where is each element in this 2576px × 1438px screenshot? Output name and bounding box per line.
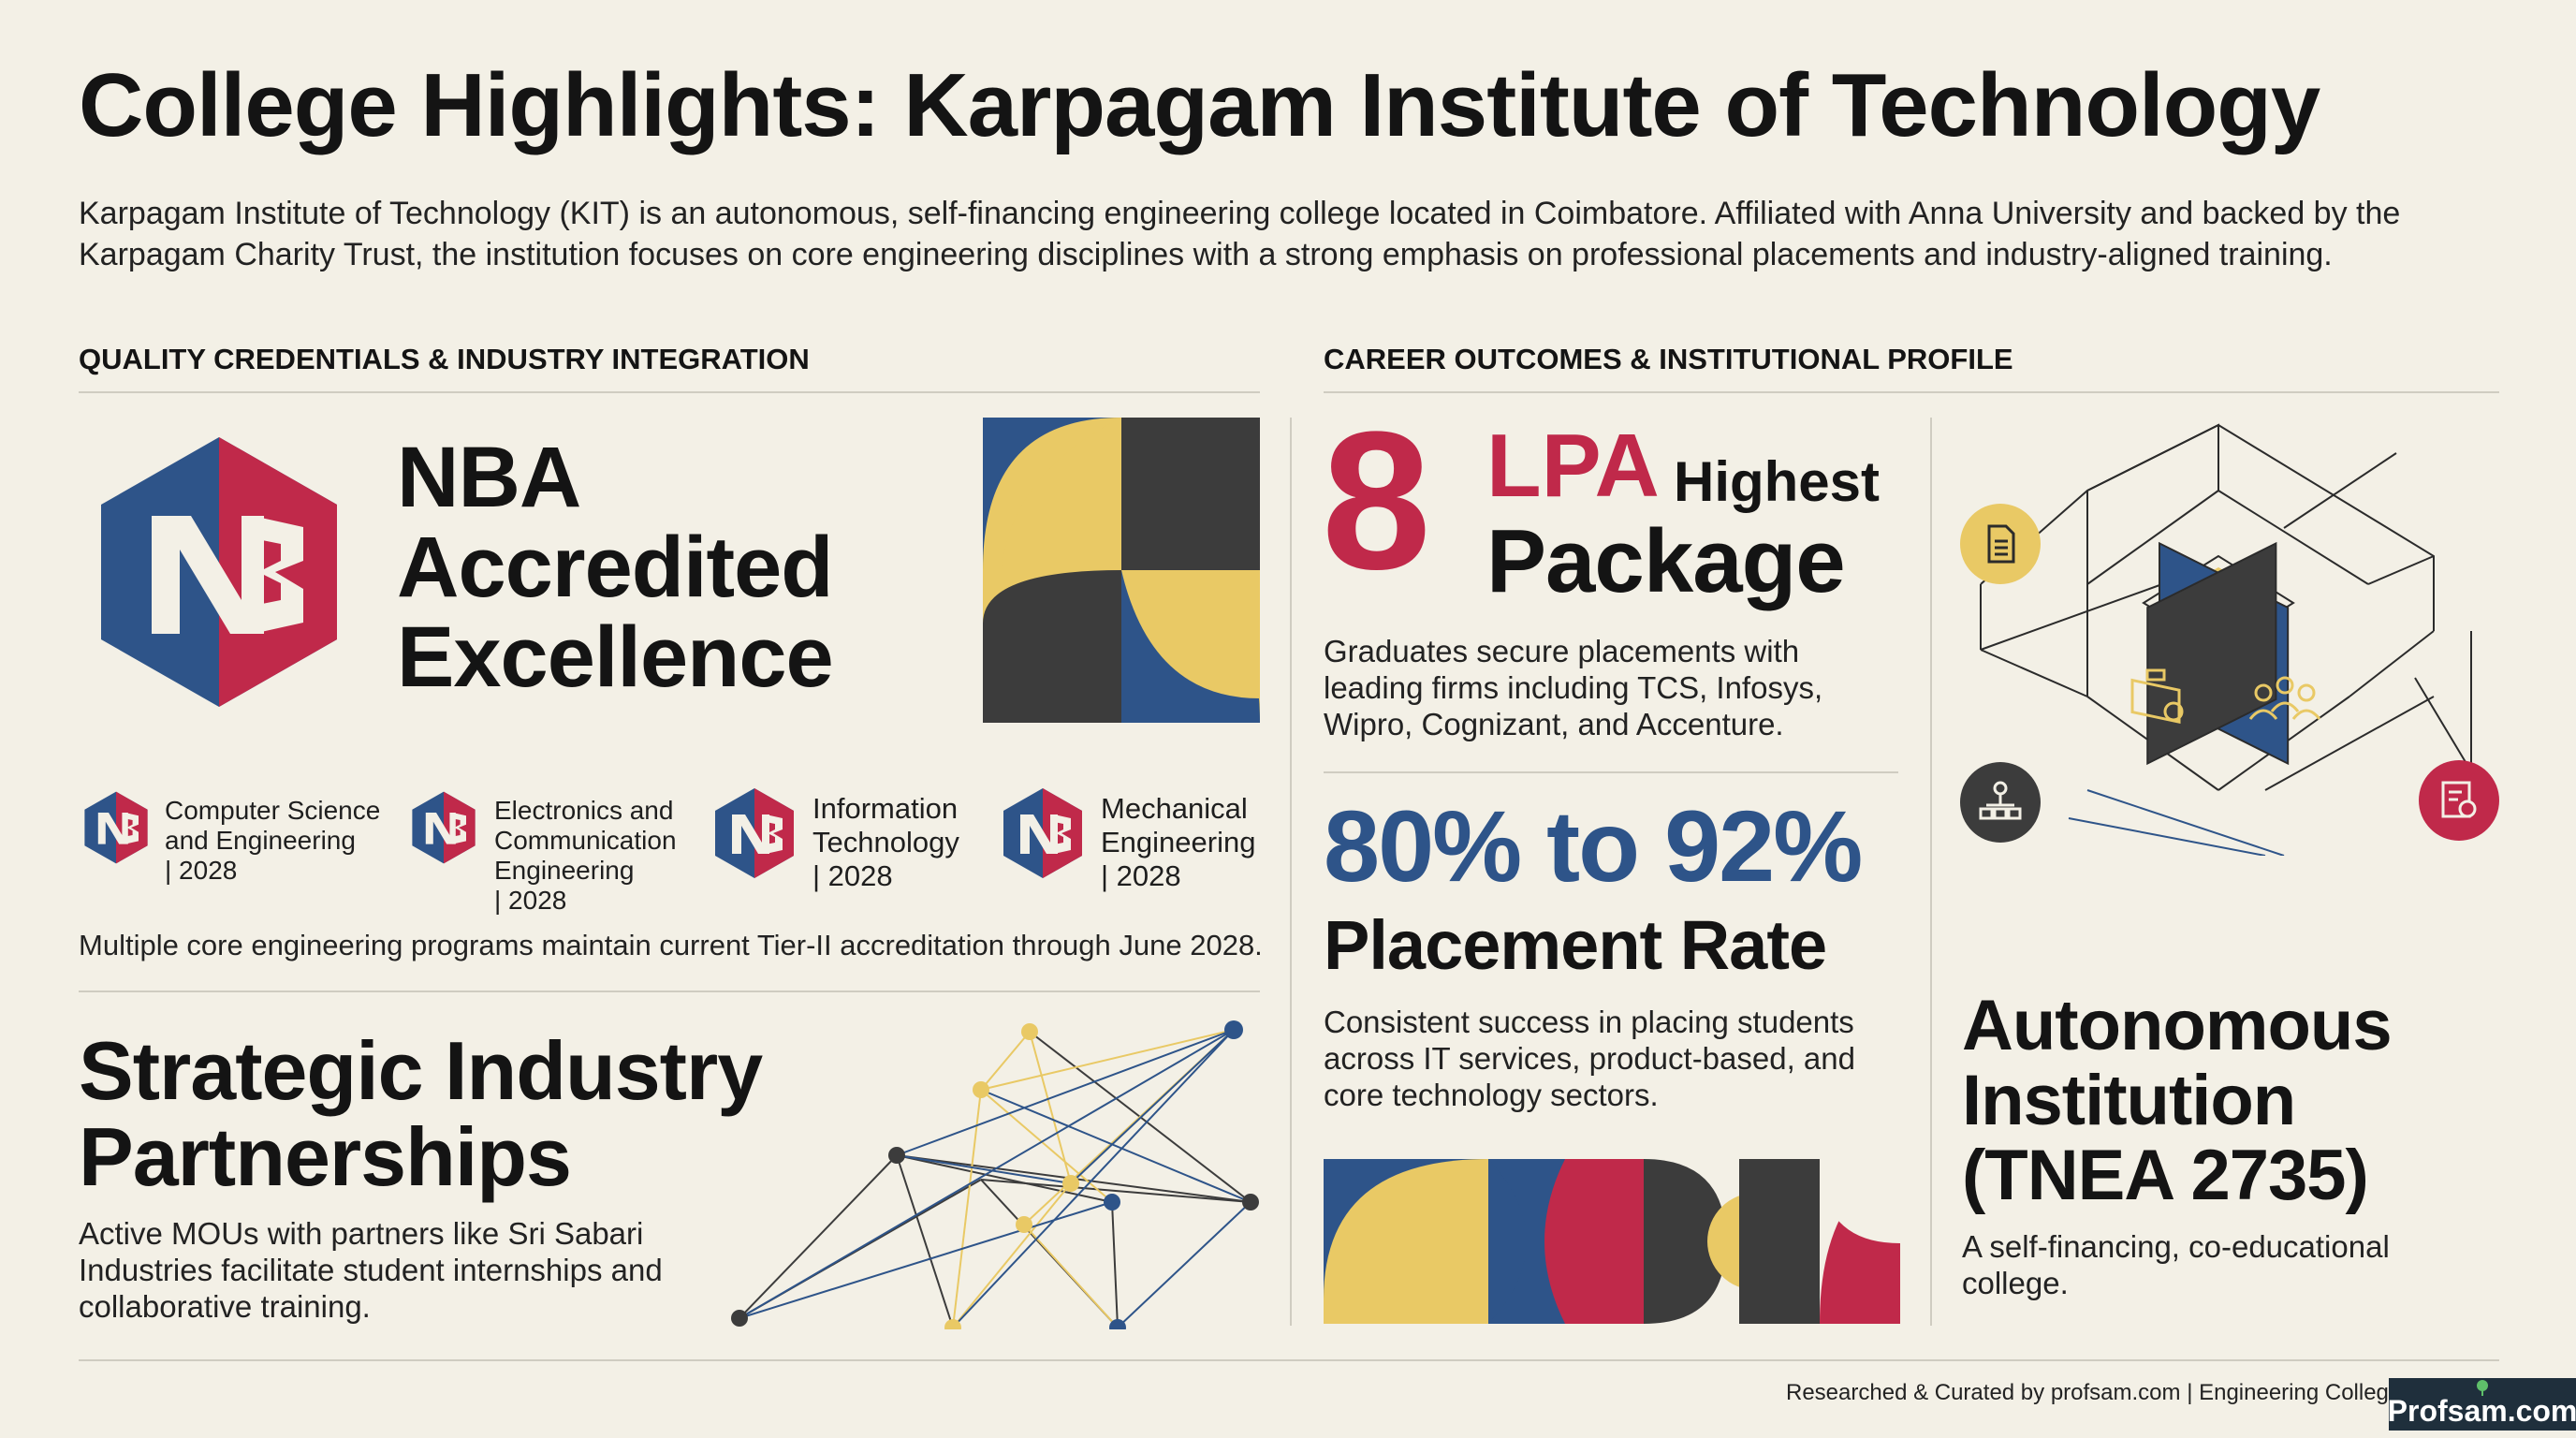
left-heading-divider	[79, 391, 1260, 393]
decorative-quadrant-art	[983, 418, 1260, 723]
footer-credit: Researched & Curated by profsam.com | En…	[1786, 1380, 2389, 1405]
nba-small-logo	[406, 790, 481, 865]
nba-heading: NBA Accredited Excellence	[397, 430, 834, 705]
right-vertical-divider	[1930, 418, 1932, 1326]
autonomous-heading-line3: (TNEA 2735)	[1962, 1136, 2369, 1215]
program-year: | 2028	[165, 856, 238, 885]
partnerships-heading: Strategic Industry Partnerships	[79, 1024, 763, 1203]
nba-heading-line3: Excellence	[397, 609, 834, 705]
page-title: College Highlights: Karpagam Institute o…	[79, 55, 2320, 155]
intro-paragraph: Karpagam Institute of Technology (KIT) i…	[79, 196, 2401, 272]
placement-rate-description: Consistent success in placing students a…	[1324, 1005, 1855, 1112]
autonomous-heading-line1: Autonomous	[1962, 986, 2393, 1065]
left-section-heading: QUALITY CREDENTIALS & INDUSTRY INTEGRATI…	[79, 343, 810, 375]
certificate-icon	[2419, 760, 2499, 841]
people-icon	[2243, 665, 2327, 740]
right-mid-divider	[1324, 771, 1898, 773]
nba-heading-line2: Accredited	[397, 520, 833, 615]
partnerships-description: Active MOUs with partners like Sri Sabar…	[79, 1216, 663, 1324]
nba-heading-line1: NBA	[397, 430, 581, 525]
nba-small-logo	[79, 790, 154, 865]
right-heading-divider	[1324, 391, 2499, 393]
left-mid-divider	[79, 990, 1260, 992]
nba-small-logo	[708, 786, 801, 880]
program-year: | 2028	[1101, 859, 1181, 892]
nba-small-logo	[996, 786, 1090, 880]
package-unit: LPA	[1486, 416, 1660, 516]
program-item-mech: Mechanical Engineering | 2028	[996, 786, 1277, 899]
autonomous-heading-line2: Institution	[1962, 1061, 2296, 1140]
program-item-ece: Electronics and Communication Engineerin…	[406, 790, 715, 915]
footer-divider	[79, 1359, 2499, 1361]
brand-badge[interactable]: Profsam.com	[2387, 1378, 2576, 1431]
placement-rate-value: 80% to 92%	[1324, 789, 1863, 902]
placement-rate-label: Placement Rate	[1324, 906, 1827, 984]
accreditation-note: Multiple core engineering programs maint…	[79, 929, 1263, 961]
nba-logo	[79, 418, 359, 726]
partnerships-heading-line2: Partnerships	[79, 1110, 572, 1203]
network-graph-illustration	[731, 1020, 1259, 1329]
package-description: Graduates secure placements with leading…	[1324, 634, 1823, 741]
right-section-heading: CAREER OUTCOMES & INSTITUTIONAL PROFILE	[1324, 343, 2013, 375]
document-icon	[1960, 504, 2041, 584]
center-vertical-divider	[1290, 418, 1292, 1326]
brand-tree-icon	[2477, 1380, 2488, 1396]
partnerships-heading-line1: Strategic Industry	[79, 1024, 763, 1117]
program-item-it: Information Technology | 2028	[708, 786, 988, 899]
program-name: Information Technology	[812, 792, 959, 858]
program-name: Computer Science and Engineering	[165, 796, 381, 855]
package-label: Package	[1486, 511, 1846, 611]
program-name: Mechanical Engineering	[1101, 792, 1256, 858]
autonomous-description: A self-financing, co-educational college…	[1962, 1229, 2390, 1300]
program-item-cse: Computer Science and Engineering | 2028	[79, 790, 397, 902]
org-chart-icon	[1960, 762, 2041, 843]
brand-name: Profsam.com	[2387, 1394, 2576, 1428]
package-label-small: Highest	[1674, 450, 1881, 513]
autonomous-heading: Autonomous Institution (TNEA 2735)	[1962, 986, 2393, 1215]
program-year: | 2028	[494, 886, 567, 915]
package-value: 8	[1322, 390, 1431, 610]
decorative-shapes-strip	[1324, 1159, 1900, 1324]
briefcase-icon	[2121, 655, 2196, 730]
program-year: | 2028	[812, 859, 893, 892]
program-name: Electronics and Communication Engineerin…	[494, 796, 677, 885]
